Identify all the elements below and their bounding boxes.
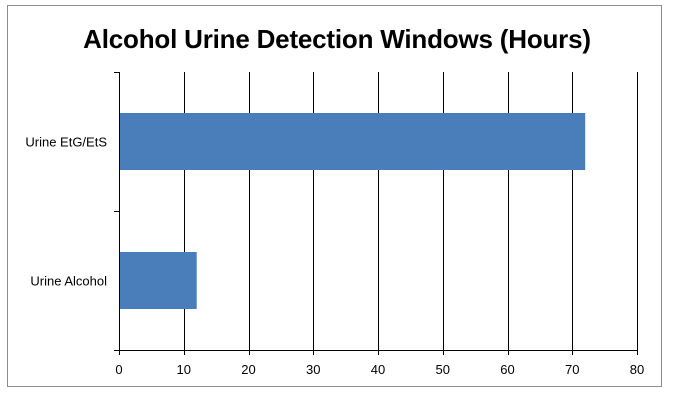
bar [120,113,586,170]
x-tick-label: 0 [115,362,122,377]
chart-title: Alcohol Urine Detection Windows (Hours) [83,24,591,54]
x-tick-label: 50 [436,362,450,377]
x-tick-label: 60 [500,362,514,377]
x-tick-label: 70 [565,362,579,377]
x-tick-label: 40 [371,362,385,377]
x-tick-label: 10 [177,362,191,377]
y-category-label: Urine EtG/EtS [25,135,107,150]
x-tick-label: 30 [306,362,320,377]
y-category-label: Urine Alcohol [30,274,107,289]
x-tick-label: 20 [241,362,255,377]
chart-frame [7,5,662,387]
x-tick-label: 80 [630,362,644,377]
bar [120,252,197,309]
